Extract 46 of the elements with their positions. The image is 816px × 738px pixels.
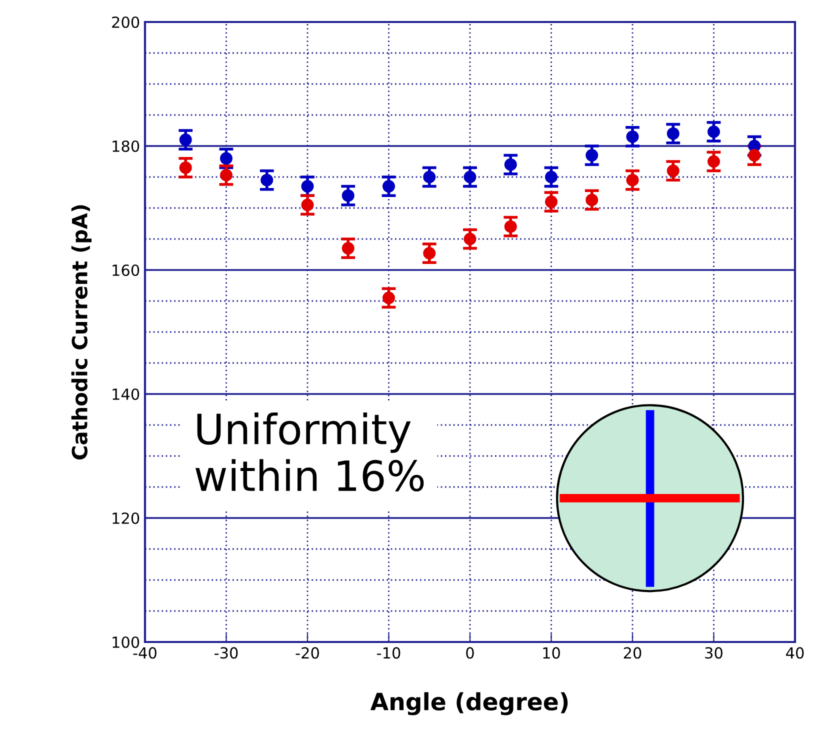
y-tick-label: 100: [112, 636, 140, 648]
x-tick-label: 30: [705, 647, 722, 659]
point: [382, 292, 395, 304]
point: [748, 149, 761, 162]
x-tick-label: 20: [624, 647, 642, 659]
x-tick-label: -10: [377, 647, 400, 659]
point: [626, 174, 639, 186]
y-tick-label: 200: [112, 16, 140, 28]
y-tick-label: 120: [112, 512, 140, 524]
point: [220, 152, 232, 165]
point: [708, 125, 720, 138]
x-axis-title: Angle (degree): [370, 692, 568, 716]
annotation: Uniformity within 16%: [196, 412, 424, 492]
x-tick-label: 10: [543, 647, 560, 659]
point: [586, 149, 598, 162]
point: [545, 170, 558, 184]
point: [423, 247, 436, 260]
x-tick-label: 40: [786, 647, 804, 659]
point: [342, 242, 354, 255]
point: [504, 220, 517, 233]
x-tick-label: -20: [296, 647, 319, 659]
point: [626, 130, 639, 143]
point: [545, 196, 558, 208]
point: [301, 180, 314, 193]
point: [423, 170, 436, 184]
x-tick-label: 0: [466, 647, 474, 659]
y-axis-title: Cathodic Current (pA): [71, 205, 92, 460]
y-tick-label: 140: [112, 388, 140, 400]
y-tick-label: 160: [112, 264, 140, 276]
point: [179, 161, 192, 174]
point: [504, 158, 517, 171]
point: [179, 134, 192, 146]
point: [464, 232, 476, 246]
point: [666, 164, 680, 178]
point: [464, 170, 476, 184]
point: [342, 189, 354, 202]
x-tick-label: -40: [133, 647, 156, 659]
point: [260, 174, 274, 186]
point: [382, 180, 395, 193]
point: [220, 168, 232, 182]
x-tick-label: -30: [214, 647, 238, 659]
y-tick-label: 180: [112, 140, 140, 152]
point: [301, 198, 314, 212]
point: [666, 127, 680, 140]
point: [708, 155, 720, 168]
point: [586, 194, 598, 206]
